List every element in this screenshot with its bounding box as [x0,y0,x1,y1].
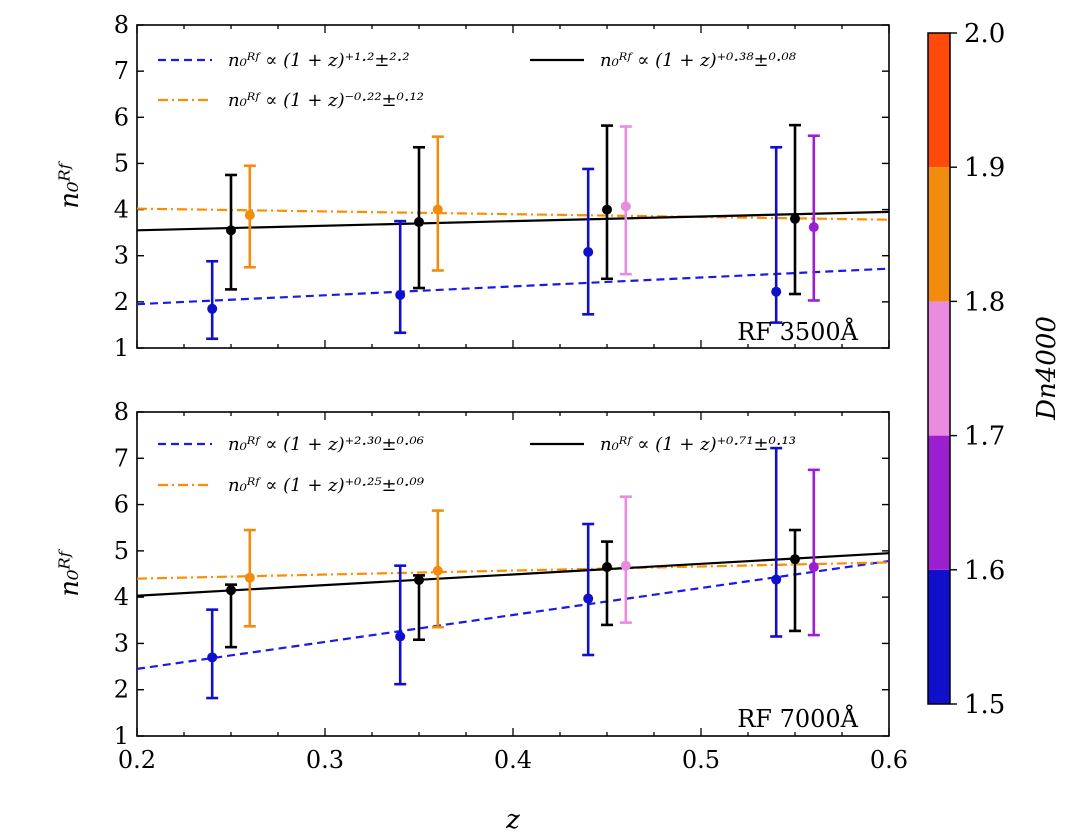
x-axis-label: z [505,805,520,835]
bottom-panel: 1 2 3 4 5 6 7 8 0.2 0.3 0.4 0.5 0.6 n₀ᴿᶠ RF 7000Å n₀… [55,398,908,774]
data-point [226,585,236,596]
fit-line-black [136,210,890,232]
data-point [414,217,424,228]
colorbar-segment [928,301,950,436]
colorbar-segment [928,33,950,168]
data-point [244,210,255,221]
legend-black-label: n₀ᴿᶠ ∝ (1 + z)⁺⁰·⁷¹±⁰·¹³ [600,434,796,455]
legend-blue-label: n₀ᴿᶠ ∝ (1 + z)⁺¹·²±²·² [228,50,410,71]
colorbar: 1.5 1.6 1.7 1.8 1.9 2.0 Dn4000 [927,19,1062,720]
data-point [790,554,800,565]
fit-line-blue [136,267,890,306]
data-point [432,565,443,576]
bottom-panel-legend: n₀ᴿᶠ ∝ (1 + z)⁺²·³⁰±⁰·⁰⁶ n₀ᴿᶠ ∝ (1 + z)⁺… [158,434,796,496]
y-tick-label: 2 [114,676,129,704]
legend-blue-label: n₀ᴿᶠ ∝ (1 + z)⁺²·³⁰±⁰·⁰⁶ [228,434,424,455]
y-tick-label: 8 [114,11,129,39]
data-point [602,562,612,573]
colorbar-segments [928,33,950,704]
data-point [602,204,612,215]
y-tick-label: 5 [114,149,129,177]
y-tick-label: 4 [114,196,129,224]
data-point [207,303,218,314]
fit-line-black [136,552,890,597]
x-tick-label: 0.6 [870,746,908,774]
y-tick-label: 5 [114,537,129,565]
fit-line-blue [136,559,890,670]
x-tick-label: 0.4 [494,746,532,774]
data-point [808,222,819,233]
data-point [583,593,594,604]
y-tick-label: 8 [114,398,129,426]
data-point [207,652,218,663]
legend-orange-label: n₀ᴿᶠ ∝ (1 + z)⁻⁰·²²±⁰·¹² [228,90,424,111]
x-tick-label: 0.5 [682,746,720,774]
colorbar-ticks: 1.5 1.6 1.7 1.8 1.9 2.0 [950,19,1005,720]
data-point [583,247,594,258]
fit-line-orange [136,561,890,580]
data-point [226,225,236,236]
colorbar-segment [928,167,950,302]
data-point [808,562,819,573]
bottom-panel-ticks: 1 2 3 4 5 6 7 8 0.2 0.3 0.4 0.5 0.6 [114,398,908,774]
bottom-panel-label: RF 7000Å [737,704,858,733]
data-point [771,574,782,585]
bottom-panel-points [206,446,820,700]
legend-black-label: n₀ᴿᶠ ∝ (1 + z)⁺⁰·³⁸±⁰·⁰⁸ [600,50,797,71]
colorbar-frame [927,32,951,705]
top-panel-legend: n₀ᴿᶠ ∝ (1 + z)⁺¹·²±²·² n₀ᴿᶠ ∝ (1 + z)⁻⁰·… [158,50,797,111]
top-panel-points [206,123,820,341]
colorbar-segment [928,569,950,704]
colorbar-tick-label: 1.7 [964,422,1005,452]
fit-line-orange [136,207,890,221]
legend-orange-label: n₀ᴿᶠ ∝ (1 + z)⁺⁰·²⁵±⁰·⁰⁹ [228,475,425,496]
y-tick-label: 4 [114,583,129,611]
data-point [620,201,631,212]
y-tick-label: 2 [114,288,129,316]
bottom-panel-y-label: n₀ᴿᶠ [55,548,85,596]
data-point [414,575,424,586]
colorbar-segment [928,435,950,570]
colorbar-tick-label: 2.0 [964,19,1005,49]
data-point [244,572,255,583]
top-panel-fits [136,207,890,306]
colorbar-tick-label: 1.8 [964,287,1005,317]
data-point [395,289,406,300]
colorbar-tick-label: 1.9 [964,153,1005,183]
x-tick-label: 0.2 [118,746,156,774]
top-panel-label: RF 3500Å [737,317,858,346]
colorbar-label: Dn4000 [1032,316,1062,421]
y-tick-label: 3 [114,242,129,270]
top-panel-y-label: n₀ᴿᶠ [55,160,85,208]
y-tick-label: 1 [114,722,129,750]
colorbar-tick-label: 1.5 [964,690,1005,720]
y-tick-label: 6 [114,103,129,131]
data-point [771,286,782,297]
x-tick-label: 0.3 [306,746,344,774]
y-tick-label: 3 [114,629,129,657]
bottom-panel-fits [136,552,890,670]
data-point [790,213,800,224]
colorbar-tick-label: 1.6 [964,556,1005,586]
data-point [395,631,406,642]
y-tick-label: 1 [114,334,129,362]
top-panel: 1 2 3 4 5 6 7 8 n₀ᴿᶠ RF 3500Å n₀ᴿᶠ ∝ (1 + z)⁺¹·… [55,11,890,362]
y-tick-label: 6 [114,491,129,519]
data-point [620,560,631,571]
y-tick-label: 7 [114,444,129,472]
y-tick-label: 7 [114,57,129,85]
data-point [432,204,443,215]
